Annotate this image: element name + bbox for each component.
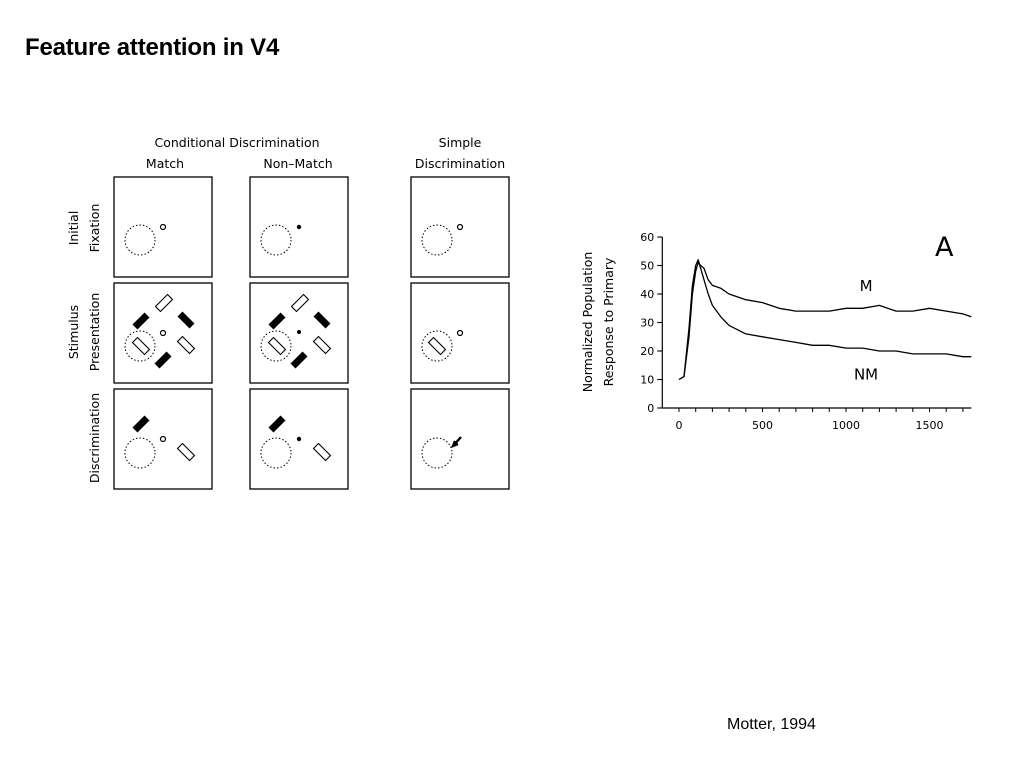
fixation-point-open: [456, 329, 464, 337]
column-header-match: Match: [146, 156, 184, 171]
fixation-point-filled: [296, 436, 302, 442]
row-label-line: Presentation: [87, 293, 102, 372]
chart-axes: [661, 237, 972, 409]
row-label-stimulus-presentation: Stimulus Presentation: [66, 293, 102, 372]
bar-open: [312, 442, 332, 462]
row-label-line: Stimulus: [66, 305, 81, 359]
receptive-field-circle: [421, 437, 453, 469]
y-tick-label: 40: [640, 288, 654, 301]
saccade-arrow-icon: [450, 436, 462, 449]
conditional-header: Conditional Discrimination: [154, 135, 319, 150]
receptive-field-circle: [260, 224, 292, 256]
series-label-m: M: [860, 277, 873, 295]
receptive-field-circle: [421, 224, 453, 256]
bar-filled: [268, 415, 286, 433]
bar-open: [176, 442, 196, 462]
y-tick-label: 20: [640, 345, 654, 358]
fixation-point-open: [456, 223, 464, 231]
column-header-nonmatch: Non–Match: [263, 156, 332, 171]
panel-simple-stimulus: [410, 282, 510, 384]
y-axis-title-line: Normalized Population: [580, 252, 595, 393]
y-axis-title: Normalized Population Response to Primar…: [580, 252, 616, 393]
panel-nonmatch-discrimination: [249, 388, 349, 490]
simple-header-line2: Discrimination: [415, 156, 505, 171]
fixation-point-filled: [297, 330, 301, 334]
y-tick-label: 50: [640, 260, 654, 273]
bar-filled: [268, 312, 286, 330]
panel-match-fixation: [113, 176, 213, 278]
bar-filled: [177, 311, 195, 329]
bar-open: [154, 293, 174, 313]
x-tick-label: 500: [752, 419, 773, 432]
y-axis-title-line: Response to Primary: [601, 257, 616, 386]
row-label-line: Discrimination: [87, 393, 102, 483]
receptive-field-circle: [124, 437, 156, 469]
panel-match-discrimination: [113, 388, 213, 490]
fixation-point-open: [159, 223, 167, 231]
population-response-chart: Normalized Population Response to Primar…: [580, 231, 972, 432]
chart-series: [678, 259, 972, 381]
y-tick-label: 10: [640, 374, 654, 387]
receptive-field-circle: [421, 330, 453, 362]
row-label-initial-fixation: Initial Fixation: [66, 204, 102, 253]
bar-filled: [154, 351, 172, 369]
panel-nonmatch-stimulus: [249, 282, 349, 384]
x-tick-label: 0: [676, 419, 683, 432]
y-tick-label: 0: [647, 402, 654, 415]
simple-header-line1: Simple: [439, 135, 482, 150]
x-tick-label: 1500: [916, 419, 944, 432]
panel-label-a: A: [935, 232, 954, 263]
bar-open: [267, 336, 287, 356]
bar-filled: [313, 311, 331, 329]
row-label-line: Initial: [66, 211, 81, 246]
series-line-m: [678, 261, 972, 381]
receptive-field-circle: [124, 330, 156, 362]
x-tick-label: 1000: [832, 419, 860, 432]
row-label-discrimination: Discrimination: [87, 393, 102, 483]
bar-filled: [290, 351, 308, 369]
receptive-field-circle: [260, 330, 292, 362]
bar-open: [131, 336, 151, 356]
fixation-point-open: [159, 329, 167, 337]
receptive-field-circle: [260, 437, 292, 469]
series-line-nm: [678, 259, 972, 381]
fixation-point-open: [159, 435, 167, 443]
bar-open: [312, 335, 332, 355]
row-label-line: Fixation: [87, 204, 102, 253]
task-diagram: Conditional Discrimination Match Non–Mat…: [66, 135, 510, 490]
bar-filled: [132, 312, 150, 330]
panel-simple-discrimination: [410, 388, 510, 490]
fixation-point-filled: [296, 224, 302, 230]
receptive-field-circle: [124, 224, 156, 256]
bar-open: [176, 335, 196, 355]
y-tick-label: 60: [640, 231, 654, 244]
panel-match-stimulus: [113, 282, 213, 384]
chart-ticks: 0 10 20 30 40 50 60 0 500 1000 1500: [640, 231, 964, 432]
bar-open: [427, 336, 447, 356]
panel-simple-fixation: [410, 176, 510, 278]
y-tick-label: 30: [640, 317, 654, 330]
panel-nonmatch-fixation: [249, 176, 349, 278]
chart-series-labels: M NM: [854, 277, 878, 383]
bar-open: [290, 293, 310, 313]
citation: Motter, 1994: [727, 716, 816, 733]
bar-filled: [132, 415, 150, 433]
series-label-nm: NM: [854, 366, 878, 384]
slide-title: Feature attention in V4: [25, 34, 280, 61]
